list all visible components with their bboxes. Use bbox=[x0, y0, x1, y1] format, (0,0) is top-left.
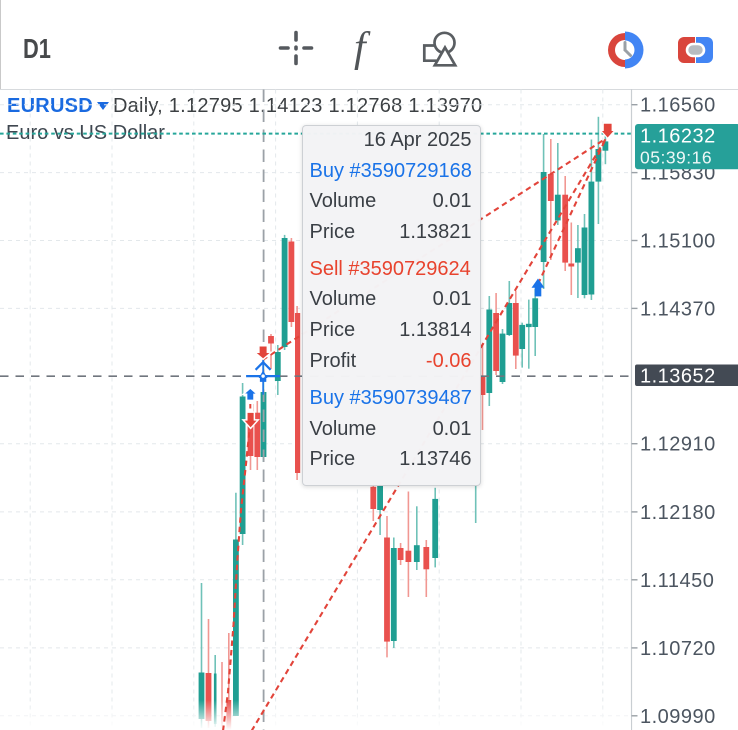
svg-text:1.16232: 1.16232 bbox=[640, 126, 716, 148]
svg-text:1.14370: 1.14370 bbox=[640, 298, 716, 320]
svg-text:1.12180: 1.12180 bbox=[640, 502, 716, 524]
svg-text:05:39:16: 05:39:16 bbox=[640, 148, 712, 168]
svg-text:1.13652: 1.13652 bbox=[640, 366, 716, 388]
svg-text:1.11450: 1.11450 bbox=[640, 570, 714, 592]
svg-text:1.12910: 1.12910 bbox=[640, 434, 716, 456]
svg-text:1.10720: 1.10720 bbox=[640, 638, 716, 660]
svg-text:1.16560: 1.16560 bbox=[640, 95, 716, 117]
svg-text:1.15100: 1.15100 bbox=[640, 231, 716, 253]
svg-text:1.09990: 1.09990 bbox=[640, 706, 716, 728]
